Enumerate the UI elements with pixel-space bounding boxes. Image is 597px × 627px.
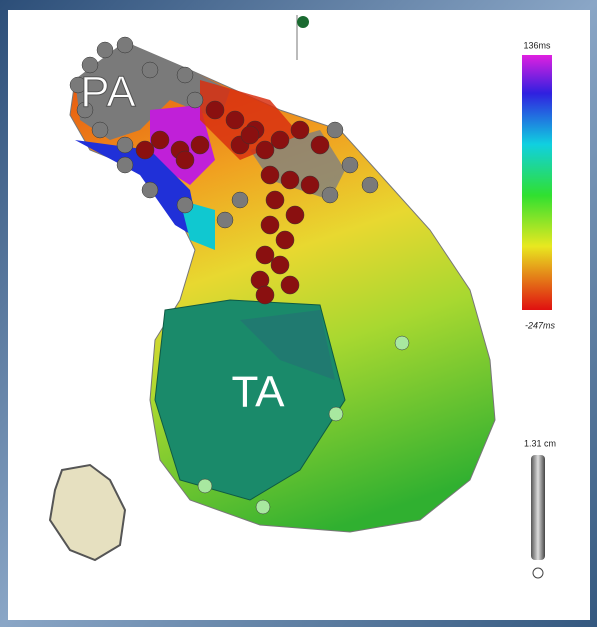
mapping-point <box>151 131 169 149</box>
mapping-point <box>301 176 319 194</box>
mapping-point <box>322 187 338 203</box>
scale-label: 1.31 cm <box>524 438 556 448</box>
page: PA TA 136ms -247ms 1.31 cm (() => { cons… <box>0 0 597 627</box>
mapping-point <box>117 37 133 53</box>
mapping-point <box>97 42 113 58</box>
mapping-point <box>217 212 233 228</box>
mapping-point <box>276 231 294 249</box>
mapping-point <box>177 197 193 213</box>
mapping-point <box>256 500 270 514</box>
mapping-point <box>281 276 299 294</box>
ta-label: TA <box>232 368 286 417</box>
mapping-point <box>311 136 329 154</box>
mapping-point <box>142 62 158 78</box>
mapping-point <box>117 157 133 173</box>
mapping-point <box>266 191 284 209</box>
mapping-point <box>241 126 259 144</box>
map-view: PA TA 136ms -247ms 1.31 cm <box>0 0 597 627</box>
scale-bar <box>531 455 545 560</box>
mapping-point <box>342 157 358 173</box>
colorbar-min: -247ms <box>525 320 556 330</box>
mapping-point <box>187 92 203 108</box>
mapping-point <box>176 151 194 169</box>
mapping-point <box>232 192 248 208</box>
mapping-point <box>261 216 279 234</box>
mapping-point <box>226 111 244 129</box>
mapping-point <box>206 101 224 119</box>
mapping-point <box>256 141 274 159</box>
mapping-point <box>136 141 154 159</box>
mapping-point <box>117 137 133 153</box>
mapping-point <box>261 166 279 184</box>
mapping-point <box>256 246 274 264</box>
mapping-point <box>329 407 343 421</box>
mapping-point <box>177 67 193 83</box>
mapping-point <box>142 182 158 198</box>
colorbar-max: 136ms <box>523 40 551 50</box>
pa-label: PA <box>80 68 136 117</box>
colorbar <box>522 55 552 310</box>
mapping-point <box>271 256 289 274</box>
catheter-tip <box>297 16 309 28</box>
mapping-point <box>256 286 274 304</box>
mapping-point <box>286 206 304 224</box>
mapping-point <box>92 122 108 138</box>
mapping-point <box>198 479 212 493</box>
mapping-point <box>281 171 299 189</box>
mapping-point <box>291 121 309 139</box>
mapping-point <box>191 136 209 154</box>
mapping-point <box>271 131 289 149</box>
mapping-point <box>327 122 343 138</box>
mapping-point <box>362 177 378 193</box>
mapping-point <box>395 336 409 350</box>
